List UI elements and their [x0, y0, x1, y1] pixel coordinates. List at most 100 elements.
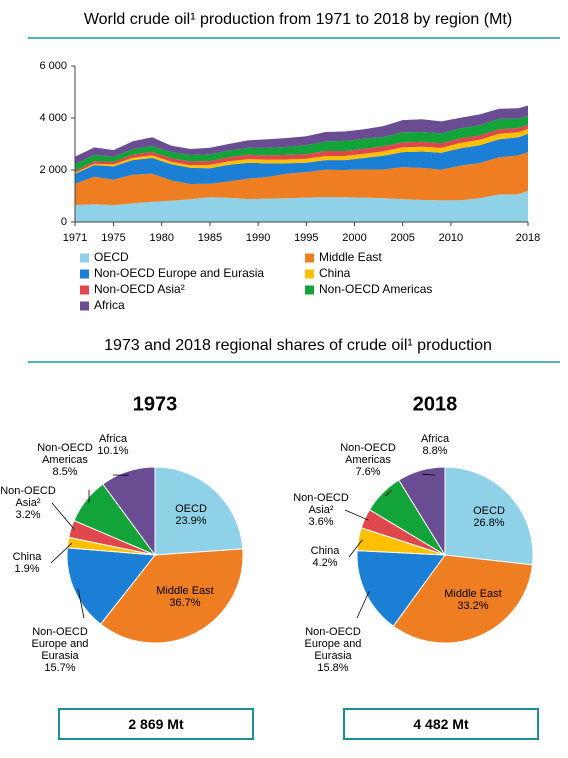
legend-swatch — [80, 269, 89, 279]
pie-label: Middle East 36.7% — [154, 585, 216, 609]
pie-label: Non-OECD Asia² 3.6% — [290, 492, 352, 528]
pie-label: Africa 10.1% — [82, 433, 144, 457]
pie-category: OECD — [175, 503, 207, 515]
leader-line — [348, 539, 363, 558]
leader-line — [356, 591, 370, 619]
pie-value-label: 33.2% — [457, 600, 489, 612]
leader-line — [50, 542, 73, 564]
y-tick-label: 4 000 — [39, 112, 67, 124]
pie-category: China — [310, 545, 340, 557]
pie-category: Non-OECD Americas — [340, 442, 396, 466]
x-tick-label: 1990 — [246, 232, 270, 244]
legend-swatch — [80, 285, 89, 295]
leader-line — [344, 509, 369, 521]
pie-label: Non-OECD Europe and Eurasia 15.8% — [302, 626, 364, 674]
x-tick-label: 1995 — [294, 232, 318, 244]
legend-swatch — [305, 269, 314, 279]
pie-slice — [154, 466, 244, 556]
legend-label: Africa — [94, 298, 125, 312]
pie-category: Non-OECD Asia² — [0, 485, 56, 509]
pie-label: Non-OECD Americas 8.5% — [34, 442, 96, 478]
legend-label: Non-OECD Americas — [319, 282, 432, 296]
x-tick-label: 1975 — [101, 232, 125, 244]
pie-slice — [99, 548, 244, 644]
pie-slice — [392, 554, 533, 644]
leader-line — [51, 502, 76, 531]
pie-value-label: 3.6% — [308, 516, 334, 528]
pie-category: Africa — [98, 433, 128, 445]
leader-line — [384, 489, 393, 497]
legend-swatch — [305, 285, 314, 295]
x-tick-label: 1971 — [63, 232, 87, 244]
pie-category: Non-OECD Americas — [37, 442, 93, 466]
pie-value-label: 4.2% — [312, 557, 338, 569]
legend-label: Non-OECD Europe and Eurasia — [94, 266, 264, 280]
legend-swatch — [305, 253, 314, 263]
x-tick-label: 2000 — [342, 232, 366, 244]
pie-label: Middle East 33.2% — [442, 588, 504, 612]
pie-label: China 1.9% — [0, 551, 58, 575]
pie-value-label: 15.7% — [44, 662, 76, 674]
pie-slice — [398, 466, 446, 557]
pie-label: China 4.2% — [294, 545, 356, 569]
pie-label: Non-OECD Asia² 3.2% — [0, 485, 59, 521]
pie-value-label: 36.7% — [169, 597, 201, 609]
pie-value-label: 26.8% — [473, 517, 505, 529]
pie-label: OECD 23.9% — [160, 503, 222, 527]
area — [75, 133, 528, 184]
leader-line — [422, 473, 436, 476]
pie-value-label: 10.1% — [97, 445, 129, 457]
pie-slice — [444, 466, 534, 566]
y-tick-label: 6 000 — [39, 60, 67, 72]
pie-slice — [102, 466, 156, 557]
pie-category: Middle East — [156, 585, 214, 597]
area — [75, 128, 528, 174]
area — [75, 190, 528, 222]
legend-label: China — [319, 266, 351, 280]
pie-value-label: 8.8% — [422, 445, 448, 457]
x-tick-label: 2005 — [390, 232, 414, 244]
x-tick-label: 2010 — [439, 232, 463, 244]
total-box: 4 482 Mt — [343, 708, 539, 740]
legend-label: Middle East — [319, 250, 382, 264]
y-tick-label: 0 — [61, 216, 67, 228]
area — [75, 115, 528, 172]
pie-label: Non-OECD Europe and Eurasia 15.7% — [29, 626, 91, 674]
pie-value-label: 7.6% — [355, 466, 381, 478]
legend-label: OECD — [94, 250, 129, 264]
pie-slice — [356, 550, 446, 627]
section-heading: 1973 and 2018 regional shares of crude o… — [104, 337, 492, 354]
pie-title: 1973 — [133, 393, 178, 415]
pie-category: Africa — [420, 433, 450, 445]
pie-value-label: 23.9% — [175, 515, 207, 527]
leader-line — [77, 588, 85, 619]
pie-value-label: 1.9% — [14, 563, 40, 575]
pie-category: China — [12, 551, 42, 563]
x-tick-label: 1980 — [150, 232, 174, 244]
pie-category: Middle East — [444, 588, 502, 600]
pie-category: Non-OECD Europe and Eurasia — [31, 626, 89, 662]
area — [75, 105, 528, 165]
pie-category: Non-OECD Asia² — [293, 492, 349, 516]
x-tick-label: 1985 — [198, 232, 222, 244]
pie-label: Non-OECD Americas 7.6% — [337, 442, 399, 478]
legend-swatch — [80, 253, 89, 263]
pie-slice — [66, 547, 156, 625]
total-box: 2 869 Mt — [58, 708, 254, 740]
pie-value-label: 8.5% — [52, 466, 78, 478]
y-tick-label: 2 000 — [39, 164, 67, 176]
pie-title: 2018 — [413, 393, 458, 415]
chart-title: World crude oil¹ production from 1971 to… — [84, 11, 512, 28]
pie-value-label: 3.2% — [15, 509, 41, 521]
area — [75, 152, 528, 206]
pie-label: OECD 26.8% — [458, 505, 520, 529]
pie-category: Non-OECD Europe and Eurasia — [304, 626, 362, 662]
legend-label: Non-OECD Asia² — [94, 282, 185, 296]
legend-swatch — [80, 301, 89, 311]
x-tick-label: 2018 — [516, 232, 540, 244]
pie-value-label: 15.8% — [317, 662, 349, 674]
pie-category: OECD — [473, 505, 505, 517]
pie-label: Africa 8.8% — [404, 433, 466, 457]
